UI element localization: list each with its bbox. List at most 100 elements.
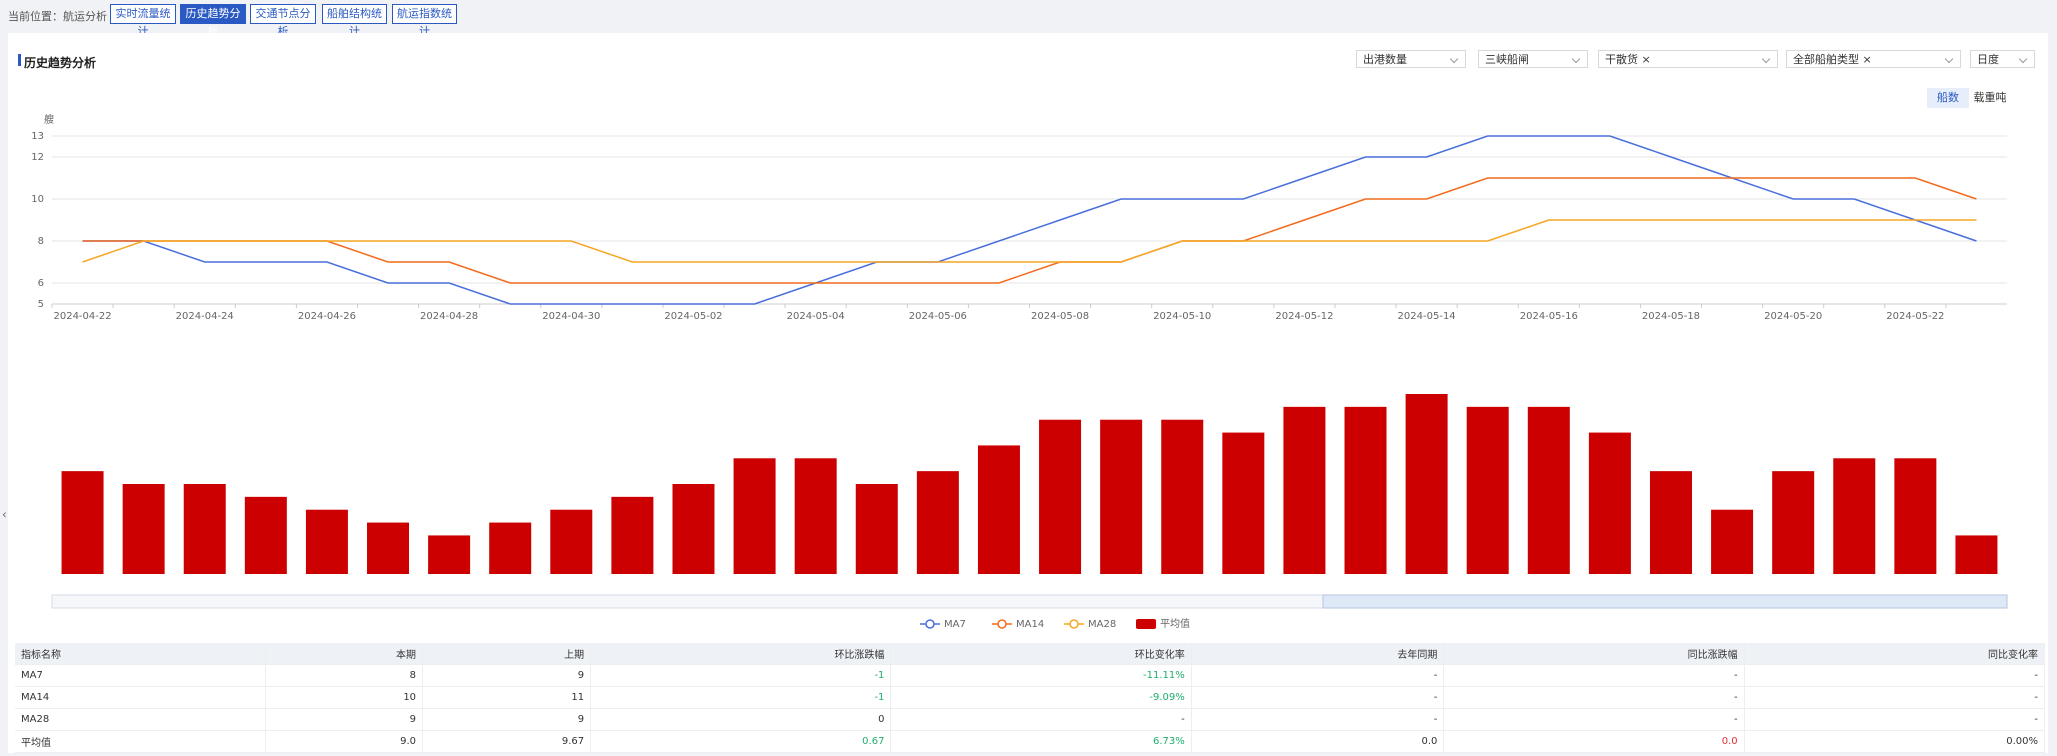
tab[interactable]: 航运指数统计 xyxy=(392,4,457,38)
line-series xyxy=(82,135,1977,305)
y-tick-label: 6 xyxy=(38,278,44,289)
x-tick-label: 2024-04-30 xyxy=(542,311,600,322)
bar xyxy=(611,496,654,574)
cell: 9 xyxy=(422,664,592,687)
bar xyxy=(733,458,776,574)
line-series xyxy=(82,177,1977,284)
cell: -1 xyxy=(590,664,892,687)
dropdown[interactable]: 全部船舶类型 × xyxy=(1786,50,1961,68)
bar xyxy=(794,458,837,574)
stats-table: 指标名称 本期 上期 环比涨跌幅 环比变化率 去年同期 同比涨跌幅 同比变化率 MA7 8 9 -1… xyxy=(15,643,2046,753)
legend-dot xyxy=(997,619,1007,629)
cell: - xyxy=(1443,664,1745,687)
th: 同比涨跌幅 xyxy=(1443,643,1745,665)
cell: 0.0 xyxy=(1191,730,1445,753)
y-tick-label: 5 xyxy=(38,299,44,310)
toggle[interactable]: 船数 xyxy=(1927,88,1969,108)
cell: - xyxy=(1443,708,1745,731)
x-tick-label: 2024-05-08 xyxy=(1031,311,1089,322)
cell: 9 xyxy=(422,708,592,731)
cell: - xyxy=(1191,664,1445,687)
dropdown[interactable]: 出港数量 xyxy=(1356,50,1466,68)
x-tick-label: 2024-04-22 xyxy=(53,311,111,322)
y-tick-label: 13 xyxy=(31,131,44,142)
legend-label: MA14 xyxy=(1016,619,1044,630)
cell: - xyxy=(1443,686,1745,709)
cell: - xyxy=(1191,686,1445,709)
tab[interactable]: 交通节点分析 xyxy=(250,4,316,38)
bar xyxy=(1588,432,1631,574)
x-tick-label: 2024-05-16 xyxy=(1520,311,1578,322)
cell: -9.09% xyxy=(890,686,1192,709)
collapse-arrow[interactable]: ‹ xyxy=(2,508,7,522)
y-unit: 艘 xyxy=(44,113,54,126)
legend-box xyxy=(1136,619,1156,629)
toggle[interactable]: 载重吨 xyxy=(1973,91,2007,104)
cell: 平均值 xyxy=(15,730,266,753)
breadcrumb: 当前位置：航运分析 xyxy=(8,10,107,23)
y-tick-label: 8 xyxy=(38,236,44,247)
y-tick-label: 10 xyxy=(31,194,44,205)
x-tick-label: 2024-04-26 xyxy=(298,311,356,322)
bar xyxy=(122,484,165,574)
bar xyxy=(1955,535,1998,574)
bar xyxy=(1161,419,1204,574)
x-tick-label: 2024-05-22 xyxy=(1886,311,1944,322)
bar xyxy=(1894,458,1937,574)
th: 环比涨跌幅 xyxy=(590,643,892,665)
tag: 干散货 xyxy=(1605,53,1638,66)
row: MA28 9 9 0- - - - xyxy=(15,708,2046,731)
bar xyxy=(305,509,348,574)
legend-label: 平均值 xyxy=(1160,617,1190,630)
bar xyxy=(244,496,287,574)
zoom-window[interactable] xyxy=(1322,594,2008,609)
bar xyxy=(1711,509,1754,574)
dropdown[interactable]: 三峡船闸 xyxy=(1478,50,1588,68)
x-tick-label: 2024-05-10 xyxy=(1153,311,1211,322)
table-header: 指标名称 本期 上期 环比涨跌幅 环比变化率 去年同期 同比涨跌幅 同比变化率 xyxy=(15,643,2046,665)
bar xyxy=(1649,471,1692,574)
x-tick-label: 2024-05-20 xyxy=(1764,311,1822,322)
bar xyxy=(855,484,898,574)
cell: 0.00% xyxy=(1744,730,2046,753)
bar xyxy=(1833,458,1876,574)
cell: - xyxy=(1744,686,2046,709)
th: 环比变化率 xyxy=(890,643,1192,665)
row: 平均值 9.0 9.67 0.67 6.73% 0.0 0.0 0.00% xyxy=(15,730,2046,753)
bar xyxy=(672,484,715,574)
bar xyxy=(1466,406,1509,574)
tab[interactable]: 船舶结构统计 xyxy=(322,4,387,38)
panel-title: 历史趋势分析 xyxy=(24,56,97,70)
bar xyxy=(1772,471,1815,574)
x-tick-label: 2024-04-24 xyxy=(176,311,234,322)
cell: 8 xyxy=(265,664,424,687)
cell: - xyxy=(1191,708,1445,731)
legend-label: MA7 xyxy=(944,619,966,630)
chart: ‹ 艘 5 6 8 10 12 13 2024-04-22 2024-04-24 2024-04… xyxy=(2,113,2008,630)
cell: -1 xyxy=(590,686,892,709)
legend-dot xyxy=(925,619,935,629)
line-series xyxy=(82,219,1977,263)
tab[interactable]: 历史趋势分析 xyxy=(180,4,246,38)
th: 同比变化率 xyxy=(1744,643,2046,665)
tag: 全部船舶类型 xyxy=(1793,53,1859,66)
th: 指标名称 xyxy=(15,643,266,665)
legend-dot xyxy=(1069,619,1079,629)
bar xyxy=(550,509,593,574)
bar xyxy=(1527,406,1570,574)
bar xyxy=(1222,432,1265,574)
panel xyxy=(8,33,2048,753)
cell: 9.0 xyxy=(265,730,424,753)
cell: 10 xyxy=(265,686,424,709)
dropdown[interactable]: 干散货 × xyxy=(1598,50,1778,68)
bar xyxy=(1283,406,1326,574)
tab[interactable]: 实时流量统计 xyxy=(110,4,176,38)
dropdown[interactable]: 日度 xyxy=(1970,50,2035,68)
x-tick-label: 2024-05-12 xyxy=(1275,311,1333,322)
th: 去年同期 xyxy=(1191,643,1445,665)
x-tick-label: 2024-05-06 xyxy=(909,311,967,322)
cell: - xyxy=(1744,664,2046,687)
bar xyxy=(1405,394,1448,574)
cell: MA7 xyxy=(15,664,266,687)
bar xyxy=(428,535,471,574)
